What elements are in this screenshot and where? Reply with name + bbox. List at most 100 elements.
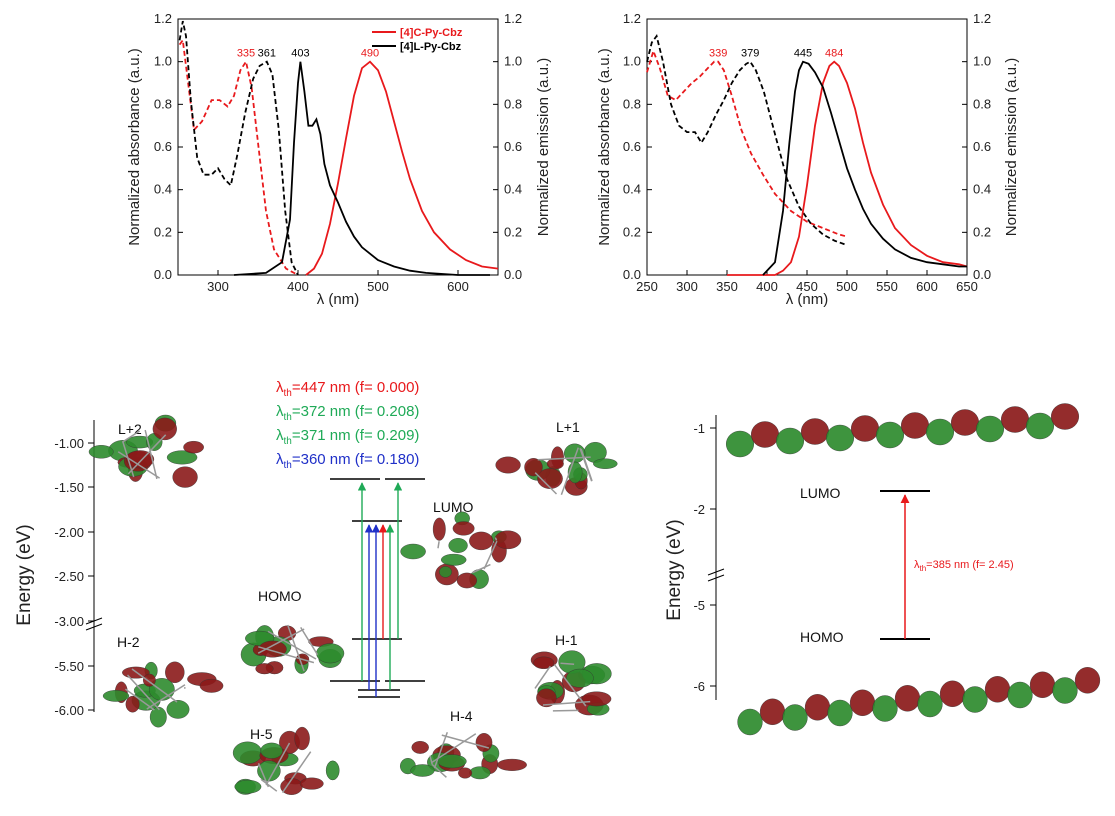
- y-tick-label-right: 1.0: [973, 54, 991, 69]
- y-axis-label-left: Normalized absorbance (a.u.): [126, 48, 143, 246]
- orbital-lobe: [876, 421, 905, 449]
- series-line-absorbance: [178, 37, 299, 276]
- orbital-lobe: [199, 678, 224, 693]
- orbital-lobe: [804, 694, 831, 721]
- series-line-emission: [727, 60, 968, 276]
- molecular-bond: [122, 441, 135, 478]
- legend: [4]C-Py-Cbz [4]L-Py-Cbz: [372, 27, 463, 53]
- orbital-lobe: [494, 530, 522, 550]
- orbital-lobe: [102, 690, 130, 702]
- y-tick-label-right: 0.2: [504, 224, 522, 239]
- orbital-label-H-4: H-4: [450, 708, 473, 724]
- y-tick-label-left: 0.8: [154, 96, 172, 111]
- transition-label-1: λth=447 nm (f= 0.000): [276, 379, 419, 399]
- peak-label: 379: [741, 48, 759, 60]
- orbital-lobe: [448, 538, 468, 553]
- x-axis-label: λ (nm): [317, 291, 360, 308]
- orbital-lobe: [316, 643, 345, 664]
- molecular-bond: [441, 734, 489, 749]
- molecular-bond: [300, 627, 319, 656]
- molecular-bond: [260, 779, 278, 792]
- orbital-lobe: [260, 742, 283, 759]
- plot-frame: [177, 18, 499, 276]
- orbital-lobe: [441, 553, 467, 566]
- orbital-label-H-2: H-2: [117, 634, 140, 650]
- legend-label-linear: [4]L-Py-Cbz: [400, 41, 462, 53]
- orbital-lobe: [452, 521, 475, 536]
- molecular-bond: [144, 429, 158, 480]
- transition-label-2: λth=372 nm (f= 0.208): [276, 403, 419, 423]
- orbital-lobe: [737, 708, 763, 736]
- orbital-lobe: [849, 689, 876, 716]
- orbital-lobe: [258, 640, 287, 658]
- orbital-lobe: [759, 698, 786, 725]
- orbital-lobe: [1074, 667, 1101, 694]
- peak-label: 445: [794, 48, 812, 60]
- series-line-emission: [762, 60, 967, 276]
- orbital-lobe: [1001, 406, 1030, 433]
- y-tick-label-right: 0.4: [504, 182, 522, 197]
- orbital-lobe: [410, 764, 435, 777]
- molecular-bond: [560, 662, 575, 665]
- orbital-label-LUMO: LUMO: [433, 499, 474, 515]
- y-tick-label-right: 0.8: [504, 96, 522, 111]
- orbital-lobe: [782, 704, 808, 731]
- orbital-label-L+2: L+2: [118, 421, 142, 437]
- orbital-label-H-5: H-5: [250, 726, 273, 742]
- orbital-lobe: [984, 676, 1011, 703]
- orbital-lobe: [1052, 677, 1078, 704]
- y-tick-label: -1: [693, 421, 705, 436]
- y-tick-label: -1.00: [54, 436, 84, 451]
- orbital-lobe: [400, 543, 426, 560]
- orbital-lobe: [458, 767, 473, 779]
- orbital-lobe: [325, 760, 340, 781]
- molecular-bond: [126, 674, 160, 711]
- y-tick-label-left: 0.8: [623, 96, 641, 111]
- molecular-bond: [286, 624, 305, 672]
- molecular-bond: [433, 732, 449, 769]
- y-tick-label: -3.00: [54, 614, 84, 629]
- orbital-lobe: [533, 656, 555, 669]
- y-tick-label: -2.00: [54, 525, 84, 540]
- x-tick-label: 450: [796, 279, 818, 294]
- series-line-absorbance: [178, 20, 299, 276]
- x-tick-label: 350: [716, 279, 738, 294]
- molecular-bond: [267, 630, 317, 660]
- orbital-lobe: [234, 779, 262, 794]
- x-tick-label: 550: [876, 279, 898, 294]
- molecular-bond: [265, 742, 291, 786]
- molecular-bond: [537, 456, 591, 461]
- orbital-lobe: [475, 733, 493, 752]
- transition-arrows: [357, 482, 403, 697]
- molecular-bond: [494, 537, 498, 541]
- orbital-lobe: [437, 754, 467, 769]
- series-line-absorbance: [646, 48, 848, 238]
- orbital-lobe: [88, 445, 114, 459]
- orbital-lobe: [926, 418, 955, 446]
- orbital-lobe: [165, 661, 185, 683]
- x-tick-label: 300: [207, 279, 229, 294]
- peak-label: 339: [709, 48, 727, 60]
- orbital-image-LUMO: [726, 403, 1079, 458]
- molecular-bond: [471, 563, 491, 574]
- y-axis-label-left: Normalized absorbance (a.u.): [596, 48, 613, 246]
- x-tick-label: 600: [916, 279, 938, 294]
- orbital-lobe: [901, 412, 930, 439]
- orbital-lobe: [411, 741, 429, 754]
- y-tick-label: -5.50: [54, 659, 84, 674]
- molecular-bond: [281, 751, 312, 794]
- orbital-lobe: [166, 700, 190, 719]
- x-tick-label: 650: [956, 279, 978, 294]
- axis-break: [707, 568, 725, 582]
- peak-label: 335: [237, 48, 255, 60]
- x-tick-label: 300: [676, 279, 698, 294]
- orbital-lobe: [726, 430, 755, 458]
- y-tick-label-right: 0.6: [504, 139, 522, 154]
- orbital-lobe: [125, 695, 140, 713]
- y-axis-label-right: Normalized emission (a.u.): [535, 58, 552, 236]
- x-tick-label: 400: [756, 279, 778, 294]
- orbital-lobe: [894, 685, 921, 712]
- y-tick-label-right: 1.0: [504, 54, 522, 69]
- peak-label: 361: [258, 48, 276, 60]
- series-line-absorbance: [646, 34, 848, 246]
